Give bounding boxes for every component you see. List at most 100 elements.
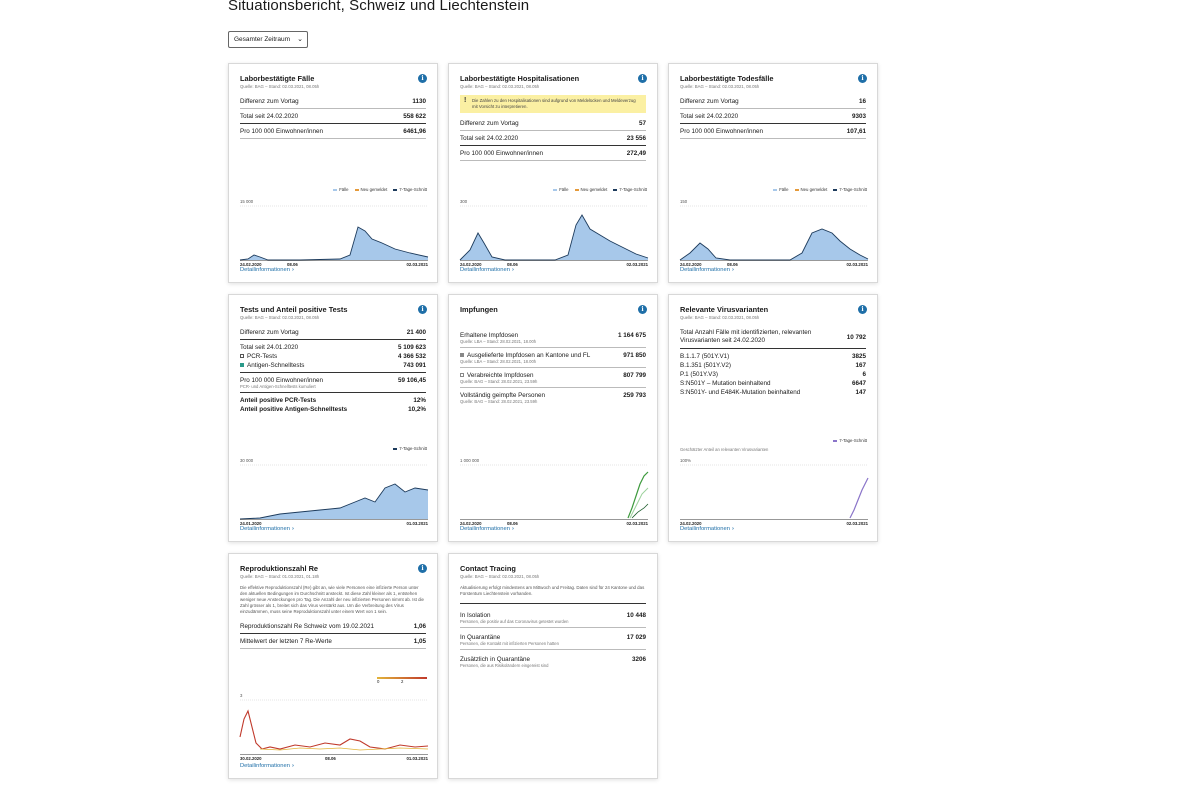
warning-box: ! Die Zahlen zu den Hospitalisationen sin…	[460, 95, 646, 113]
row-received: Erhaltene Impfdosen 1 164 675	[460, 332, 646, 339]
chart-legend: Fälle Neu gemeldet 7-Tage-Schnitt	[553, 187, 647, 192]
row-delivered: Ausgelieferte Impfdosen an Kantone und F…	[460, 348, 646, 360]
info-icon[interactable]: i	[418, 74, 427, 83]
per100k-note: PCR- und Antigen-Schnelltests kumuliert	[240, 384, 426, 393]
info-icon[interactable]: i	[858, 305, 867, 314]
re-chart-svg	[239, 699, 429, 755]
contact-description: Aktualisierung erfolgt mindestens am Mit…	[460, 585, 646, 604]
row-diff: Differenz zum Vortag 57	[460, 116, 646, 131]
tests-chart-svg	[239, 464, 429, 520]
y-max-label: 150	[680, 199, 688, 204]
row-total: Total seit 24.02.2020 23 556	[460, 131, 646, 146]
row-extra-quarantine: Zusätzlich in Quarantäne 3206	[460, 656, 646, 663]
y-max-label: 30 000	[240, 458, 254, 463]
y-max-label: 15 000	[240, 199, 254, 204]
cases-chart-svg	[239, 205, 429, 261]
page-title: Situationsbericht, Schweiz und Liechtens…	[228, 0, 530, 14]
variant-row: S:N501Y – Mutation beinhaltend 6647	[680, 380, 866, 387]
row-antigen: Antigen-Schnelltests 743 091	[240, 361, 426, 373]
row-diff: Differenz zum Vortag 21 400	[240, 325, 426, 340]
card-source: Quelle: BAG – Stand: 02.03.2021, 08.05h	[240, 315, 320, 320]
card-source: Quelle: BAG – Stand: 02.03.2021, 08.05h	[460, 574, 540, 579]
card-title: Reproduktionszahl Re	[240, 564, 319, 573]
period-select[interactable]: Gesamter Zeitraum ⌄	[228, 31, 308, 48]
row-total: Total Anzahl Fälle mit identifizierten, …	[680, 329, 866, 349]
variants-chart-svg	[680, 464, 869, 520]
period-select-value: Gesamter Zeitraum	[234, 36, 290, 43]
hosp-chart: 300 24.02.2020 08.06 02.03.2021	[459, 199, 649, 267]
chart-caption: Geschätzter Anteil an relevanten Virusva…	[680, 447, 769, 452]
row-quarantine: In Quarantäne 17 029	[460, 634, 646, 641]
detail-link[interactable]: Detailinformationen ›	[680, 267, 734, 273]
card-title: Relevante Virusvarianten	[680, 305, 769, 314]
row-total: Total seit 24.01.2020 5 109 623	[240, 344, 426, 351]
row-diff: Differenz zum Vortag 16	[680, 94, 866, 109]
variants-chart: 100% 24.02.2020 02.03.2021	[680, 458, 869, 526]
cases-chart: 15 000 24.02.2020 08.06 02.03.2021	[239, 199, 429, 267]
card-repro: Reproduktionszahl Re Quelle: BAG – Stand…	[228, 553, 438, 779]
row-administered: Verabreichte Impfdosen 807 799	[460, 368, 646, 380]
info-icon[interactable]: i	[418, 564, 427, 573]
card-title: Tests und Anteil positive Tests	[240, 305, 348, 314]
deaths-chart-svg	[679, 205, 869, 261]
card-source: Quelle: BAG – Stand: 01.03.2021, 01.18h	[240, 574, 320, 579]
chart-legend: Fälle Neu gemeldet 7-Tage-Schnitt	[773, 187, 867, 192]
variant-row: P.1 (501Y.V3) 6	[680, 371, 866, 378]
info-icon[interactable]: i	[638, 74, 647, 83]
card-title: Impfungen	[460, 305, 498, 314]
card-source: Quelle: BAG – Stand: 02.03.2021, 08.05h	[460, 84, 540, 89]
warning-icon: !	[464, 97, 467, 104]
info-icon[interactable]: i	[638, 305, 647, 314]
row-per100k: Pro 100 000 Einwohner/innen 272,49	[460, 146, 646, 161]
row-total: Total seit 24.02.2020 558 622	[240, 109, 426, 124]
row-pcr: PCR-Tests 4 366 532	[240, 352, 426, 361]
row-per100k: Pro 100 000 Einwohner/innen 6461,96	[240, 124, 426, 139]
vaccination-chart-svg	[460, 464, 649, 520]
row-re: Reproduktionszahl Re Schweiz vom 19.02.2…	[240, 619, 426, 634]
y-max-label: 300	[460, 199, 468, 204]
variant-row: S:N501Y- und E484K-Mutation beinhaltend 1…	[680, 389, 866, 396]
detail-link[interactable]: Detailinformationen ›	[240, 763, 294, 769]
y-max-label: 1 000 000	[460, 458, 480, 463]
y-max-label: 100%	[680, 458, 691, 463]
row-re-avg: Mittelwert der letzten 7 Re-Werte 1,05	[240, 634, 426, 649]
detail-link[interactable]: Detailinformationen ›	[460, 526, 514, 532]
info-icon[interactable]: i	[858, 74, 867, 83]
card-source: Quelle: BAG – Stand: 02.03.2021, 08.05h	[240, 84, 320, 89]
tests-chart: 30 000 24.01.2020 01.03.2021	[239, 458, 429, 526]
variant-row: B.1.351 (501Y.V2) 167	[680, 362, 866, 369]
row-per100k: Pro 100 000 Einwohner/innen 59 106,45	[240, 377, 426, 384]
deaths-chart: 150 24.02.2020 08.06 02.03.2021	[679, 199, 869, 267]
card-tod: Laborbestätigte Todesfälle Quelle: BAG –…	[668, 63, 878, 283]
card-source: Quelle: BAG – Stand: 02.03.2021, 08.05h	[680, 84, 760, 89]
card-varianten: Relevante Virusvarianten Quelle: BAG – S…	[668, 294, 878, 542]
chevron-down-icon: ⌄	[297, 36, 303, 43]
chart-legend: 7-Tage-Schnitt	[393, 446, 427, 451]
card-impf: Impfungen i Erhaltene Impfdosen 1 164 675…	[448, 294, 658, 542]
repro-description: Die effektive Reproduktionszahl (Re) gib…	[240, 585, 424, 614]
card-faelle: Laborbestätigte Fälle Quelle: BAG – Stan…	[228, 63, 438, 283]
detail-link[interactable]: Detailinformationen ›	[240, 267, 294, 273]
row-pos-ag: Anteil positive Antigen-Schnelltests 10,2…	[240, 406, 426, 413]
detail-link[interactable]: Detailinformationen ›	[460, 267, 514, 273]
row-pos-pcr: Anteil positive PCR-Tests 12%	[240, 397, 426, 404]
vaccination-chart: 1 000 000 24.02.2020 08.06 02.03.2021	[460, 458, 649, 526]
card-tests: Tests und Anteil positive Tests Quelle: …	[228, 294, 438, 542]
row-per100k: Pro 100 000 Einwohner/innen 107,61	[680, 124, 866, 139]
info-icon[interactable]: i	[418, 305, 427, 314]
y-max-label: 3	[240, 693, 243, 698]
card-contact: Contact Tracing Quelle: BAG – Stand: 02.…	[448, 553, 658, 779]
card-hosp: Laborbestätigte Hospitalisationen Quelle…	[448, 63, 658, 283]
row-isolation: In Isolation 10 448	[460, 612, 646, 619]
card-title: Laborbestätigte Fälle	[240, 74, 315, 83]
chart-legend: 7-Tage-Schnitt	[833, 438, 867, 443]
card-title: Laborbestätigte Todesfälle	[680, 74, 774, 83]
hosp-chart-svg	[459, 205, 649, 261]
re-chart: 3 30.02.2020 08.06 01.03.2021	[239, 693, 429, 761]
detail-link[interactable]: Detailinformationen ›	[240, 526, 294, 532]
detail-link[interactable]: Detailinformationen ›	[680, 526, 734, 532]
card-title: Laborbestätigte Hospitalisationen	[460, 74, 580, 83]
row-diff: Differenz zum Vortag 1130	[240, 94, 426, 109]
re-scale: 0 2	[377, 677, 427, 685]
card-source: Quelle: BAG – Stand: 02.03.2021, 08.05h	[680, 315, 760, 320]
